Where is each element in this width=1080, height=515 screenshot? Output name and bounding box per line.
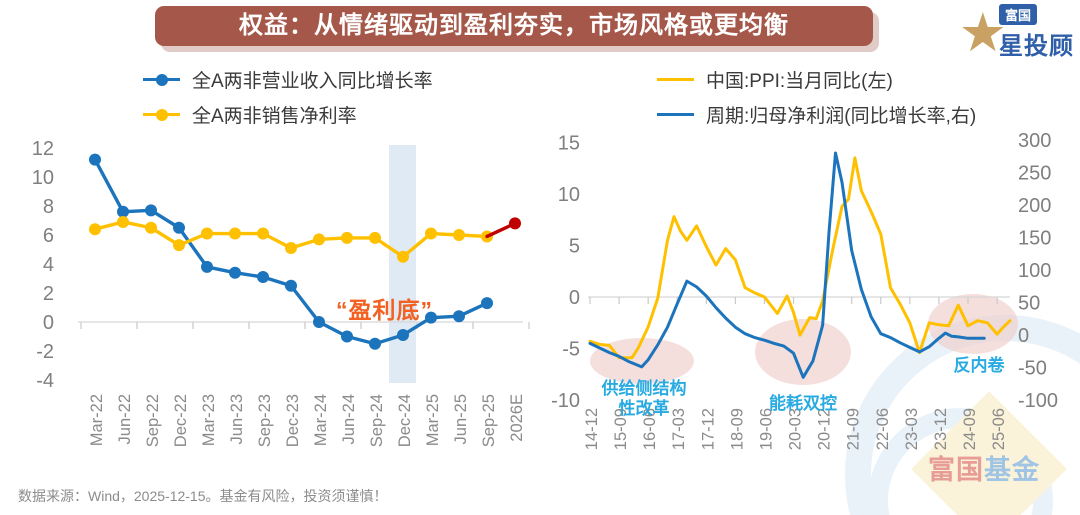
supply-side-reform-annotation: 供给侧结构性改革 xyxy=(601,379,687,418)
watermark-text-red: 富国 xyxy=(928,455,984,485)
brand-logo: ★ 富国 星投顾 xyxy=(959,4,1074,61)
legend-item-ppi: 中国:PPI:当月同比(左) xyxy=(657,62,976,97)
data-source-disclaimer: 数据来源：Wind，2025-12-15。基金有风险，投资须谨慎！ xyxy=(18,488,388,504)
legend-marker-line-dot-icon xyxy=(143,109,180,120)
dual-energy-control-annotation: 能耗双控 xyxy=(769,394,837,413)
legend-label: 周期:归母净利润(同比增长率,右) xyxy=(706,106,977,127)
legend-item-net-margin: 全A两非销售净利率 xyxy=(143,97,433,132)
profit-bottom-annotation: “盈利底” xyxy=(336,297,433,323)
legend-label: 全A两非营业收入同比增长率 xyxy=(192,71,433,92)
star-icon: ★ xyxy=(958,2,1007,63)
legend-marker-line-dot-icon xyxy=(143,74,180,85)
legend-marker-line-icon xyxy=(657,112,694,117)
page-title: 权益：从情绪驱动到盈利夯实，市场风格或更均衡 xyxy=(239,12,789,39)
legend-label: 中国:PPI:当月同比(左) xyxy=(706,71,893,92)
legend-label: 全A两非销售净利率 xyxy=(192,106,357,127)
page-title-banner: 权益：从情绪驱动到盈利夯实，市场风格或更均衡 xyxy=(155,6,873,46)
watermark-wordmark: 富国基金 xyxy=(928,448,1040,487)
watermark-text-blue: 基金 xyxy=(984,455,1040,485)
legend-item-revenue-growth: 全A两非营业收入同比增长率 xyxy=(143,62,433,97)
brand-wordmark: 星投顾 xyxy=(999,33,1074,60)
right-chart-legend: 中国:PPI:当月同比(左) 周期:归母净利润(同比增长率,右) xyxy=(657,62,976,132)
left-chart-legend: 全A两非营业收入同比增长率 全A两非销售净利率 xyxy=(143,62,433,132)
legend-marker-line-icon xyxy=(657,77,694,82)
anti-involution-annotation: 反内卷 xyxy=(953,356,1005,375)
brand-badge: 富国 xyxy=(999,4,1038,25)
legend-item-cyclical-profit: 周期:归母净利润(同比增长率,右) xyxy=(657,97,976,132)
